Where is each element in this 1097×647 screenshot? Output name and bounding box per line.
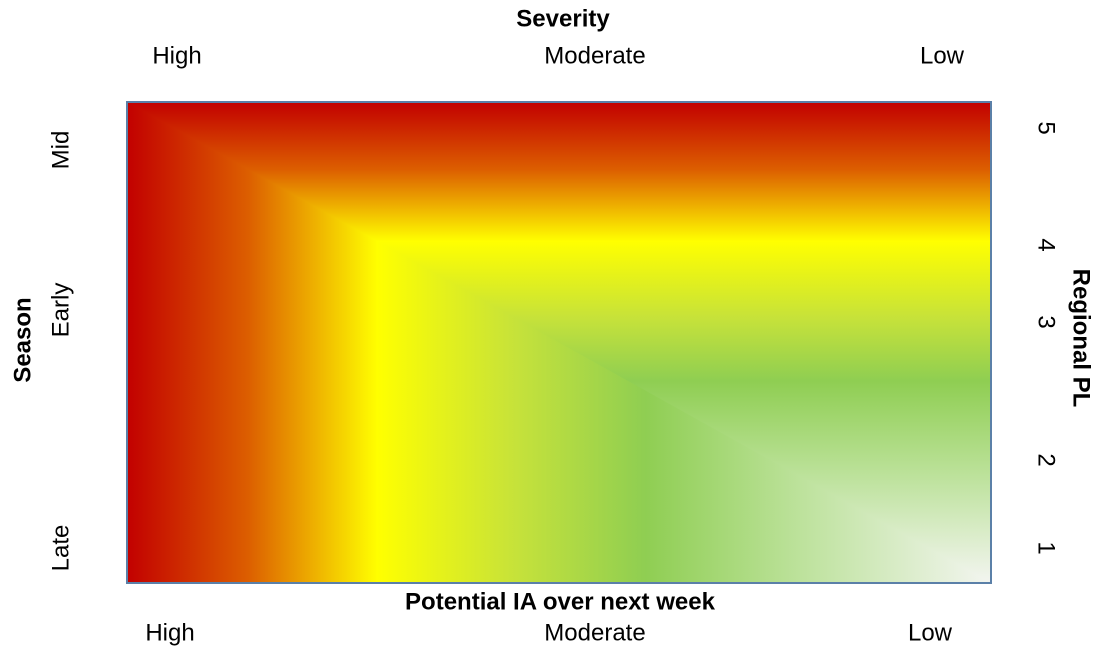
left-axis-label: Late bbox=[47, 525, 74, 572]
top-axis-label: Low bbox=[920, 42, 965, 69]
plot-border bbox=[126, 101, 992, 584]
right-axis-label: 3 bbox=[1033, 315, 1060, 328]
bottom-axis-label: High bbox=[145, 619, 194, 646]
right-axis-label: 4 bbox=[1033, 238, 1060, 251]
bottom-axis-label: Low bbox=[908, 619, 953, 646]
top-axis-label: Moderate bbox=[544, 42, 645, 69]
bottom-axis-label: Moderate bbox=[544, 619, 645, 646]
left-axis-title: Season bbox=[9, 297, 36, 382]
right-axis-label: 2 bbox=[1033, 453, 1060, 466]
top-axis-label: High bbox=[152, 42, 201, 69]
right-axis-title: Regional PL bbox=[1068, 269, 1095, 408]
bottom-axis-title: Potential IA over next week bbox=[405, 588, 716, 615]
right-axis-label: 1 bbox=[1033, 541, 1060, 554]
left-axis-label: Mid bbox=[47, 131, 74, 170]
top-axis-title: Severity bbox=[516, 5, 610, 32]
right-axis-label: 5 bbox=[1033, 121, 1060, 134]
left-axis-label: Early bbox=[47, 283, 74, 338]
